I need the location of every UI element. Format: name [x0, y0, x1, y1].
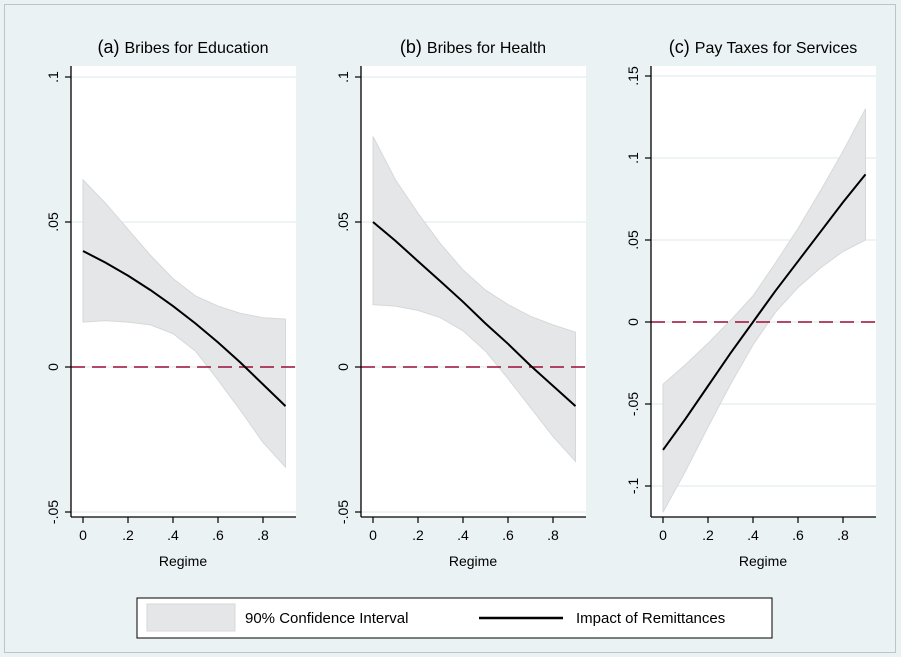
y-tick-label: .1 — [625, 152, 641, 164]
legend: 90% Confidence Interval Impact of Remitt… — [136, 597, 773, 639]
x-tick-label: .4 — [167, 527, 179, 543]
confidence-band — [372, 136, 576, 463]
y-tick-label: -.1 — [625, 478, 641, 495]
x-tick-label: .8 — [547, 527, 559, 543]
y-tick-label: .1 — [45, 71, 61, 83]
impact-line — [662, 173, 867, 451]
confidence-band — [82, 178, 286, 469]
y-tick-label: 0 — [625, 318, 641, 326]
y-tick-label: 0 — [335, 363, 351, 371]
x-tick-label: .8 — [837, 527, 849, 543]
panels: -.05 0 .05 .1 0 .2 .4 .6 .8 Regime (a) Bribes for … — [45, 37, 876, 569]
y-tick-label: .05 — [335, 212, 351, 232]
x-tick-label: 0 — [79, 527, 87, 543]
x-tick-label: .2 — [412, 527, 424, 543]
legend-line-label: Impact of Remittances — [576, 610, 725, 627]
y-tick-label: -.05 — [335, 500, 351, 524]
x-tick-label: .4 — [747, 527, 759, 543]
x-tick-label: .6 — [502, 527, 514, 543]
figure-frame: -.05 0 .05 .1 0 .2 .4 .6 .8 Regime (a) Bribes for … — [4, 4, 896, 653]
x-tick-label: .6 — [792, 527, 804, 543]
confidence-band — [662, 108, 866, 513]
panel-a: -.05 0 .05 .1 0 .2 .4 .6 .8 Regime (a) Bribes for … — [45, 37, 296, 569]
x-tick-label: .2 — [122, 527, 134, 543]
x-axis-title: Regime — [449, 553, 497, 569]
y-tick-label: .05 — [625, 230, 641, 250]
y-tick-label: -.05 — [625, 392, 641, 416]
y-tick-label: 0 — [45, 363, 61, 371]
y-tick-label: .05 — [45, 212, 61, 232]
panel-c: -.1 -.05 0 .05 .1 .15 0 .2 .4 .6 .8 Regime (c) Pay T… — [625, 37, 876, 569]
y-tick-label: .1 — [335, 71, 351, 83]
legend-ci-swatch — [146, 603, 236, 632]
x-axis-title: Regime — [739, 553, 787, 569]
x-axis-title: Regime — [159, 553, 207, 569]
x-tick-label: .6 — [212, 527, 224, 543]
impact-line — [372, 221, 577, 407]
legend-box — [136, 597, 773, 639]
panel-b: -.05 0 .05 .1 0 .2 .4 .6 .8 Regime (b) Bribes for … — [335, 37, 586, 569]
y-tick-label: .15 — [625, 66, 641, 86]
panel-title: (c) Pay Taxes for Services — [669, 37, 857, 57]
x-tick-label: .2 — [702, 527, 714, 543]
x-tick-label: 0 — [659, 527, 667, 543]
legend-ci-label: 90% Confidence Interval — [245, 610, 408, 627]
y-tick-label: -.05 — [45, 500, 61, 524]
impact-line — [82, 250, 287, 407]
figure-canvas: -.05 0 .05 .1 0 .2 .4 .6 .8 Regime (a) Bribes for … — [45, 37, 876, 639]
x-tick-label: .8 — [257, 527, 269, 543]
panel-title: (b) Bribes for Health — [400, 37, 546, 57]
x-tick-label: 0 — [369, 527, 377, 543]
panel-title: (a) Bribes for Education — [97, 37, 268, 57]
x-tick-label: .4 — [457, 527, 469, 543]
